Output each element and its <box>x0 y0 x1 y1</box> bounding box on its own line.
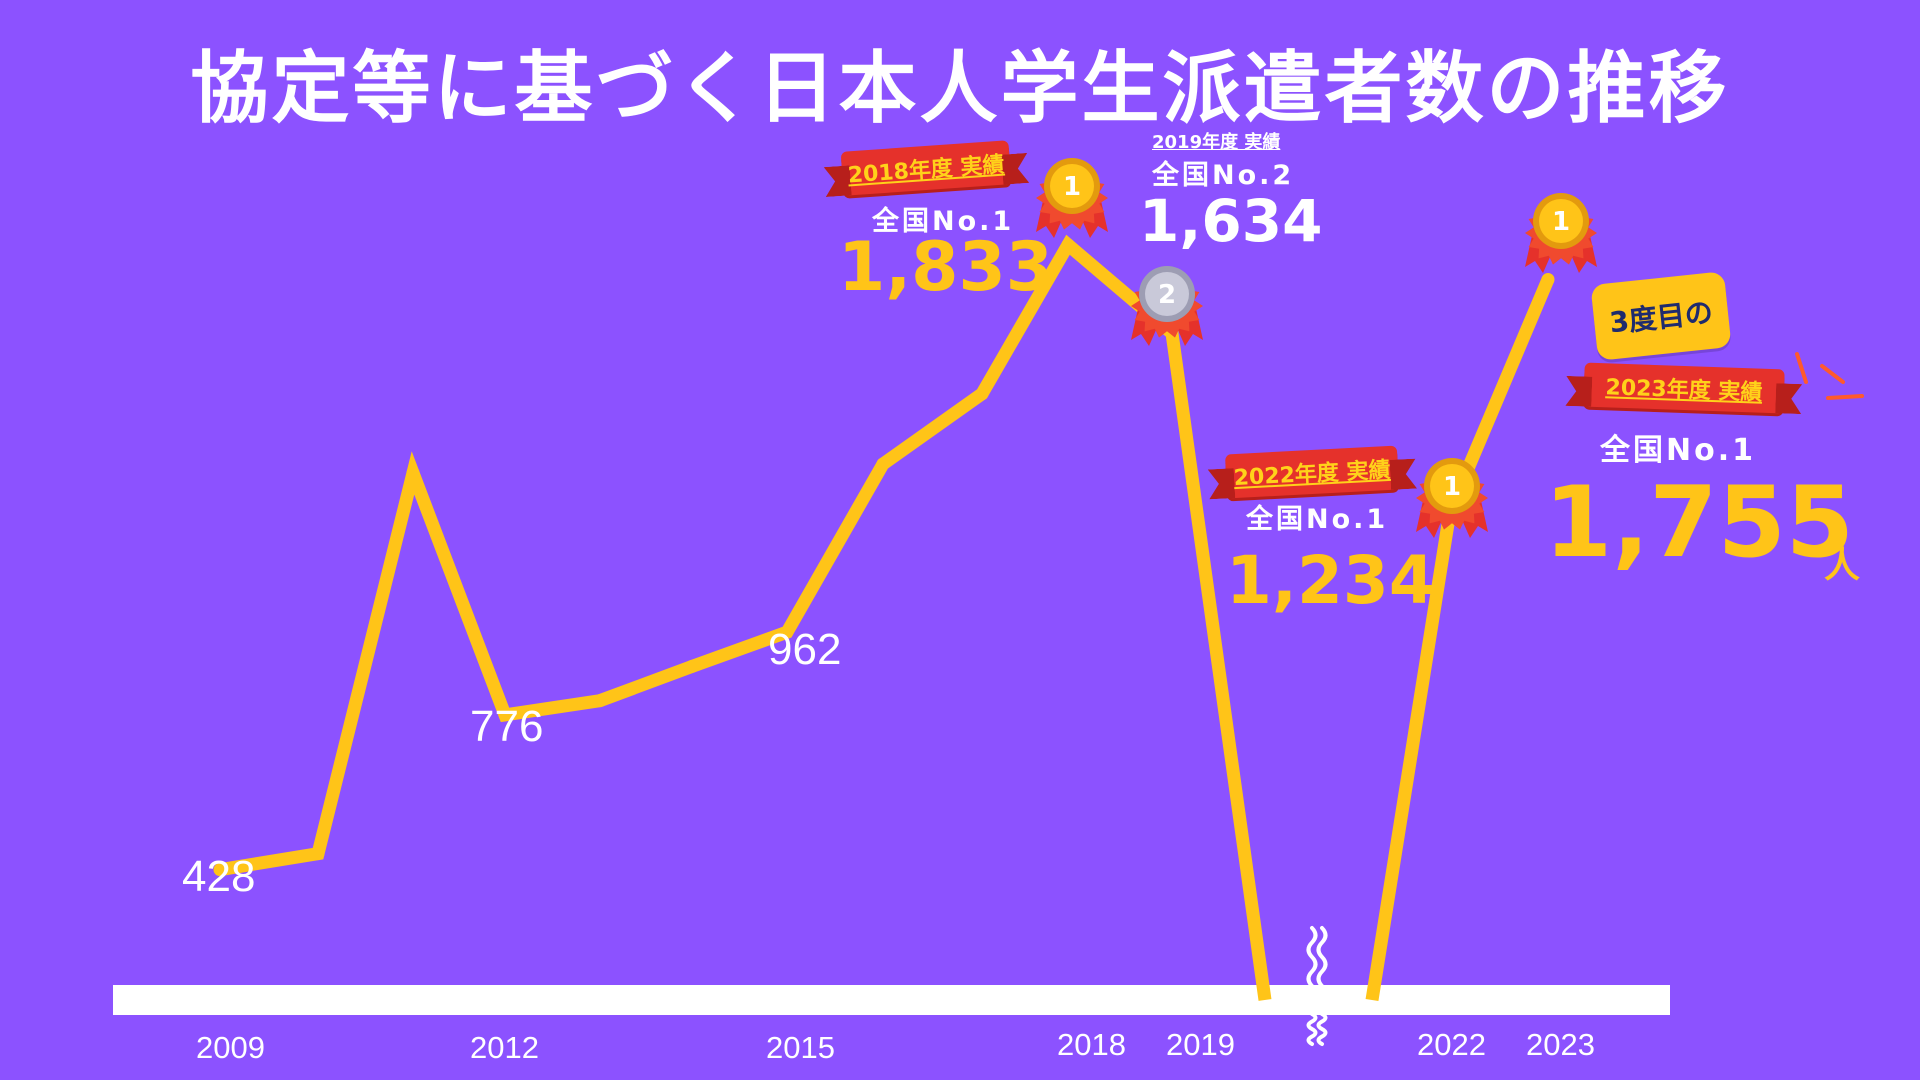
sparkle-mark <box>1820 364 1845 384</box>
value-label-2023: 1,755 <box>1544 466 1854 580</box>
ribbon-2019: 2019年度 実績 <box>1152 132 1281 153</box>
data-point <box>593 694 607 708</box>
data-point <box>1061 238 1075 252</box>
medal-number: 2 <box>1158 280 1176 310</box>
data-point <box>311 847 325 861</box>
data-point <box>975 387 989 401</box>
medal-face <box>1050 164 1094 208</box>
series-line <box>1365 276 1554 1002</box>
x-tick-label: 2015 <box>766 1030 835 1065</box>
break-squiggle <box>1316 926 1328 988</box>
data-point <box>685 659 699 673</box>
unit-label-2023: 人 <box>1824 545 1861 586</box>
x-tick-label: 2012 <box>470 1030 539 1065</box>
medal-face <box>1145 272 1189 316</box>
ribbon-2023: 2023年度 実績 <box>1583 362 1785 414</box>
break-squiggle <box>1306 926 1318 988</box>
x-tick-label: 2009 <box>196 1030 265 1065</box>
medal-icon: 1 <box>1416 458 1488 538</box>
x-tick-label: 2023 <box>1526 1027 1595 1062</box>
break-squiggle <box>1306 1012 1318 1046</box>
data-point <box>406 466 420 480</box>
rank-label-2019: 全国No.2 <box>1152 160 1295 191</box>
x-tick-label: 2019 <box>1166 1027 1235 1062</box>
data-point <box>213 863 227 877</box>
chart-title: 協定等に基づく日本人学生派遣者数の推移 <box>190 44 1730 134</box>
data-label-2015: 962 <box>768 625 842 674</box>
x-tick-label: 2022 <box>1417 1027 1486 1062</box>
medal-number: 1 <box>1552 207 1570 237</box>
x-axis-bar <box>113 985 1670 1015</box>
medal-layer: 1 2 1 1 <box>1036 158 1597 538</box>
rank-label-2023: 全国No.1 <box>1600 433 1756 468</box>
medal-face <box>1430 464 1474 508</box>
rank-label-2018: 全国No.1 <box>872 206 1015 237</box>
data-label-2009: 428 <box>182 852 256 901</box>
callout-bubble: 3度目の <box>1590 271 1732 361</box>
value-label-2022: 1,234 <box>1226 542 1435 619</box>
medal-face <box>1539 199 1583 243</box>
value-label-2019: 1,634 <box>1139 187 1323 255</box>
medal-icon: 2 <box>1131 266 1203 346</box>
series-line <box>218 234 1272 1001</box>
data-point <box>1541 272 1555 286</box>
medal-icon: 1 <box>1036 158 1108 238</box>
value-label-2018: 1,833 <box>838 228 1054 307</box>
data-label-2012: 776 <box>470 702 544 751</box>
break-squiggle <box>1316 1012 1328 1046</box>
rank-label-2022: 全国No.1 <box>1246 504 1389 535</box>
data-point <box>780 625 794 639</box>
medal-number: 1 <box>1063 172 1081 202</box>
data-point <box>498 708 512 722</box>
sparkle-mark <box>1826 394 1864 400</box>
sparkle-marks <box>1795 352 1864 400</box>
medal-icon: 1 <box>1525 193 1597 273</box>
x-tick-label: 2018 <box>1057 1027 1126 1062</box>
sparkle-mark <box>1795 352 1808 384</box>
medal-number: 1 <box>1443 472 1461 502</box>
axis-break <box>1306 926 1328 1046</box>
data-point <box>876 457 890 471</box>
ribbon-2022: 2022年度 実績 <box>1224 445 1400 499</box>
series-line-layer <box>213 234 1555 1002</box>
